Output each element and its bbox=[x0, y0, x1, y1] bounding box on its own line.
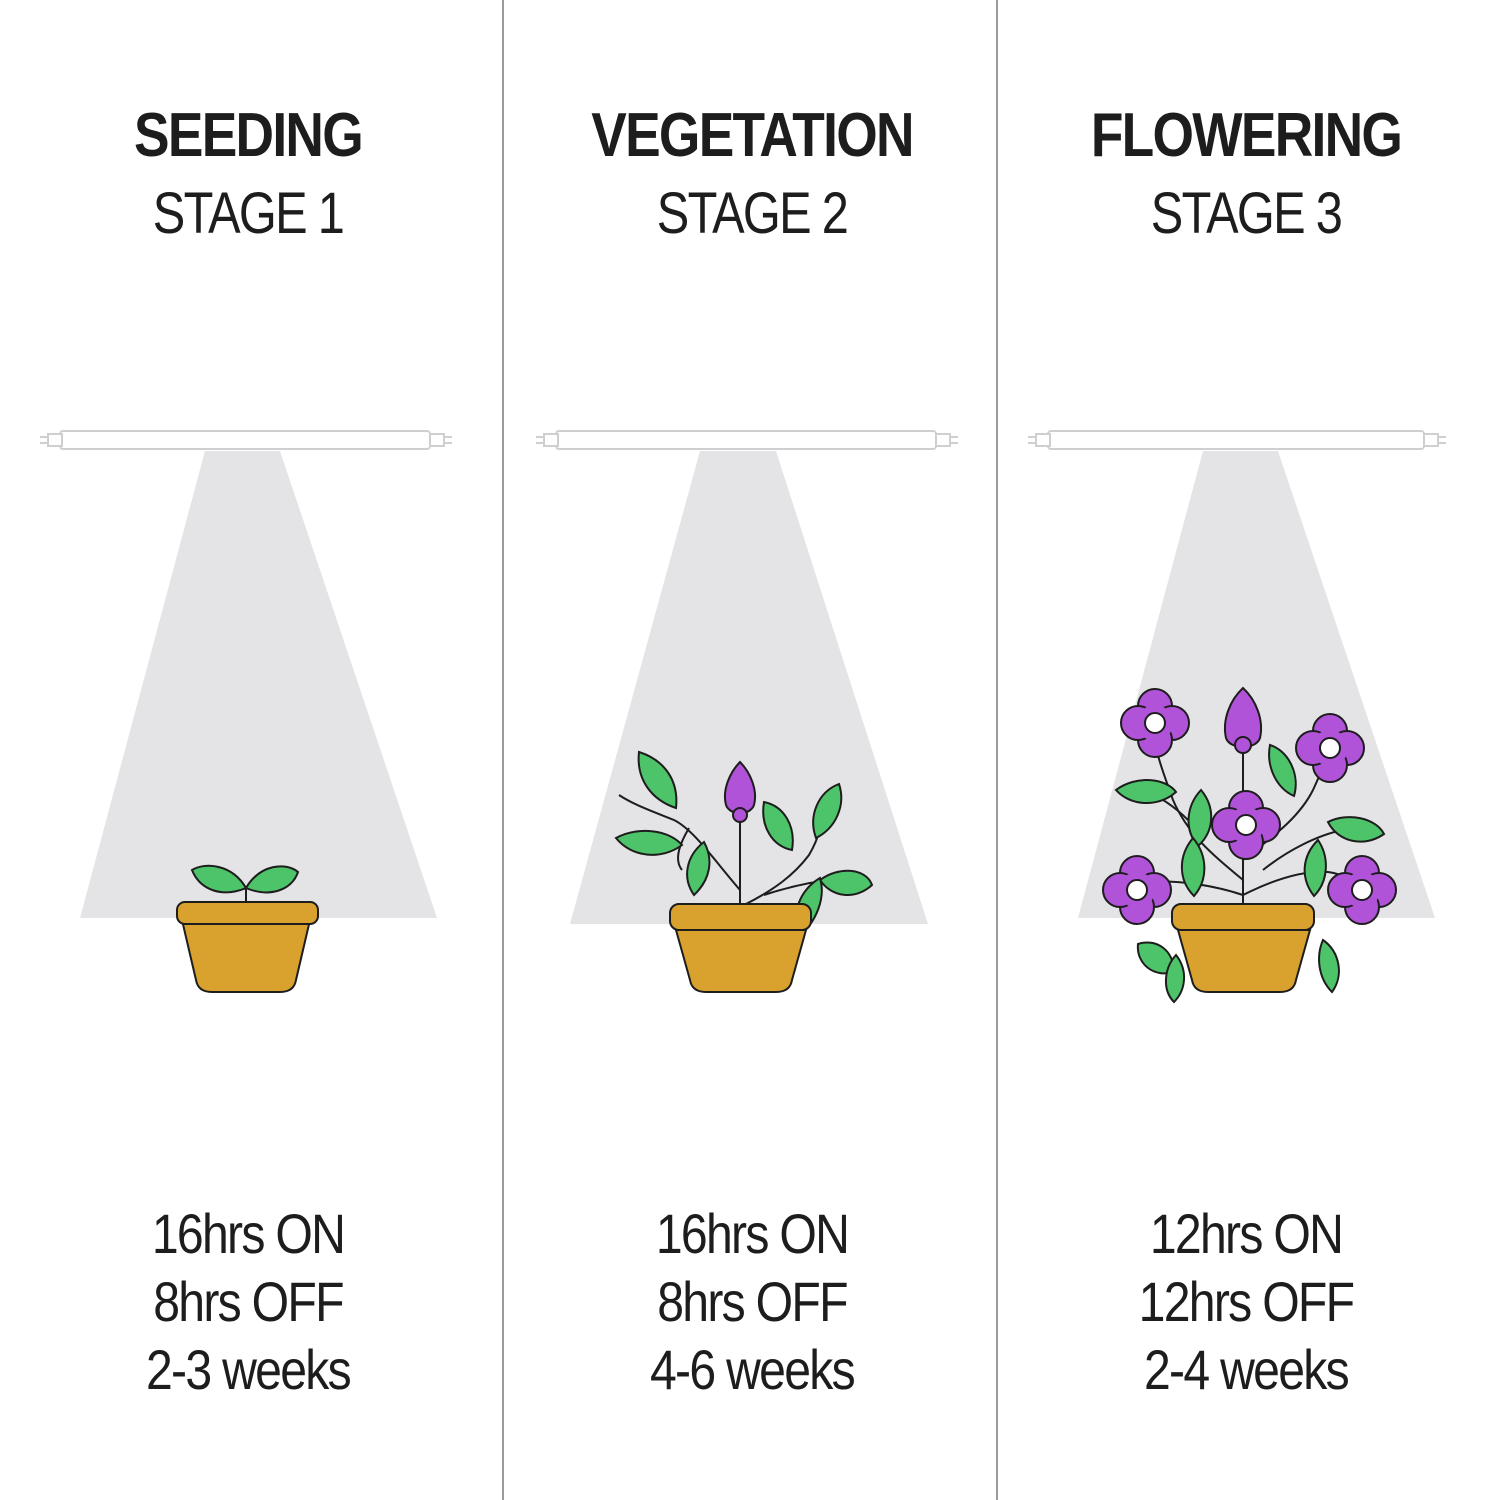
flowering-plant-icon bbox=[1114, 686, 1386, 1004]
vegetative-illustration bbox=[536, 430, 958, 993]
seedling-illustration bbox=[40, 430, 452, 993]
stage-duration: 2-4 weeks bbox=[1143, 1338, 1350, 1401]
panel-divider bbox=[502, 0, 504, 1500]
light-beam-icon bbox=[570, 451, 928, 924]
vegetative-plant-icon bbox=[614, 750, 874, 993]
stage-title: FLOWERING bbox=[1090, 101, 1403, 170]
light-schedule: 16hrs ON 8hrs OFF 4-6 weeks bbox=[504, 1200, 1000, 1404]
stage-panel-flowering: FLOWERING STAGE 3 bbox=[998, 0, 1494, 1500]
light-beam-icon bbox=[1078, 451, 1435, 918]
light-off-hours: 8hrs OFF bbox=[657, 1270, 848, 1333]
stage-title: SEEDING bbox=[134, 101, 364, 170]
light-schedule: 16hrs ON 8hrs OFF 2-3 weeks bbox=[0, 1200, 496, 1404]
grow-light-tube-icon bbox=[40, 430, 452, 450]
panel-divider bbox=[996, 0, 998, 1500]
grow-light-tube-icon bbox=[1028, 430, 1446, 450]
stage-number: STAGE 3 bbox=[1150, 181, 1343, 246]
stage-number: STAGE 2 bbox=[656, 181, 849, 246]
light-off-hours: 8hrs OFF bbox=[153, 1270, 344, 1333]
flowering-illustration bbox=[1028, 430, 1446, 1004]
light-on-hours: 16hrs ON bbox=[151, 1202, 346, 1265]
stage-number: STAGE 1 bbox=[152, 181, 345, 246]
stage-title: VEGETATION bbox=[591, 101, 914, 170]
light-on-hours: 12hrs ON bbox=[1149, 1202, 1344, 1265]
stage-panel-vegetation: VEGETATION STAGE 2 bbox=[504, 0, 1000, 1500]
stage-duration: 4-6 weeks bbox=[649, 1338, 856, 1401]
stage-duration: 2-3 weeks bbox=[145, 1338, 352, 1401]
light-off-hours: 12hrs OFF bbox=[1138, 1270, 1355, 1333]
light-beam-icon bbox=[80, 451, 437, 918]
seedling-pot-icon bbox=[176, 864, 319, 993]
light-schedule: 12hrs ON 12hrs OFF 2-4 weeks bbox=[998, 1200, 1494, 1404]
grow-light-tube-icon bbox=[536, 430, 958, 450]
stage-panel-seeding: SEEDING STAGE 1 16hrs ON 8hrs OFF 2-3 we… bbox=[0, 0, 496, 1500]
light-on-hours: 16hrs ON bbox=[655, 1202, 850, 1265]
